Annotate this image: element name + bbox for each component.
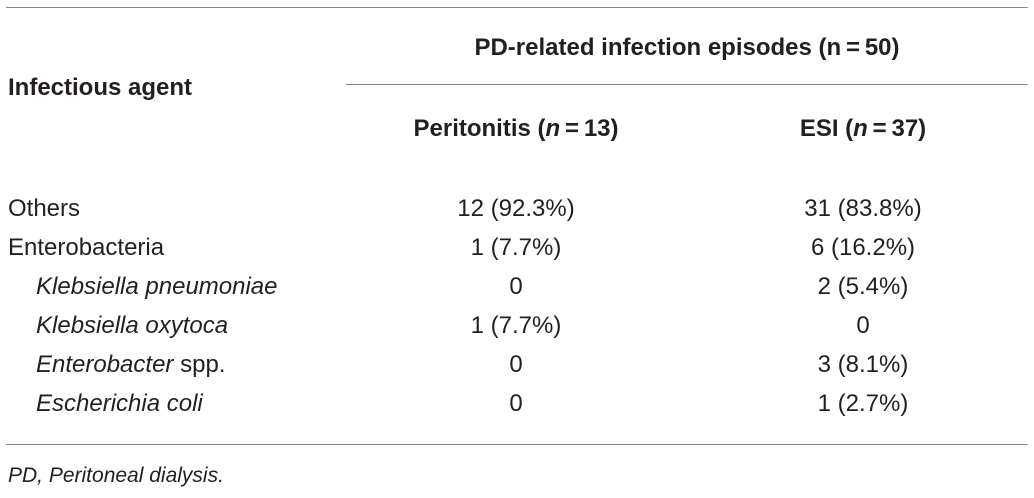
row-label: Enterobacteria [8,234,165,261]
peritonitis-cell: 0 [509,351,523,378]
table-bottom-rule [6,444,1028,445]
table-top-rule [6,7,1028,8]
table-row: Enterobacteria 1 (7.7%) 6 (16.2%) [0,234,1034,273]
esi-cell: 6 (16.2%) [810,234,916,261]
row-label-suffix: spp. [173,351,226,378]
peritonitis-cell: 1 (7.7%) [470,312,562,339]
column-group-header: PD-related infection episodes (n = 50) [474,34,900,61]
column-header-peritonitis-n: n [545,115,561,142]
row-label: Enterobacter spp. [36,351,225,379]
column-header-esi-count: = 37) [867,115,927,142]
column-header-esi-n: n [853,115,868,142]
esi-cell: 31 (83.8%) [804,195,922,222]
esi-cell: 0 [856,312,870,339]
row-label-genus: Enterobacter [36,351,174,378]
esi-cell: 1 (2.7%) [817,390,909,417]
column-header-peritonitis: Peritonitis (n = 13) [366,115,666,143]
row-label: Others [8,195,81,222]
table-row: Klebsiella oxytoca 1 (7.7%) 0 [0,312,1034,351]
column-group-rule [346,84,1028,85]
row-label: Klebsiella pneumoniae [36,273,278,300]
column-header-infectious-agent: Infectious agent [8,74,193,101]
column-header-peritonitis-count: = 13) [560,115,619,142]
table-footnote: PD, Peritoneal dialysis. [8,464,224,487]
esi-cell: 3 (8.1%) [817,351,909,378]
column-header-peritonitis-name: Peritonitis ( [413,115,546,142]
peritonitis-cell: 0 [509,390,523,417]
table-row: Escherichia coli 0 1 (2.7%) [0,390,1034,429]
row-label: Klebsiella oxytoca [36,312,229,339]
table-row: Klebsiella pneumoniae 0 2 (5.4%) [0,273,1034,312]
peritonitis-cell: 0 [509,273,523,300]
esi-cell: 2 (5.4%) [817,273,909,300]
table-row: Others 12 (92.3%) 31 (83.8%) [0,195,1034,234]
peritonitis-cell: 12 (92.3%) [457,195,575,222]
peritonitis-cell: 1 (7.7%) [470,234,562,261]
column-header-esi: ESI (n = 37) [713,115,1013,143]
row-label: Escherichia coli [36,390,203,417]
column-header-esi-name: ESI ( [799,115,854,142]
table-row: Enterobacter spp. 0 3 (8.1%) [0,351,1034,390]
